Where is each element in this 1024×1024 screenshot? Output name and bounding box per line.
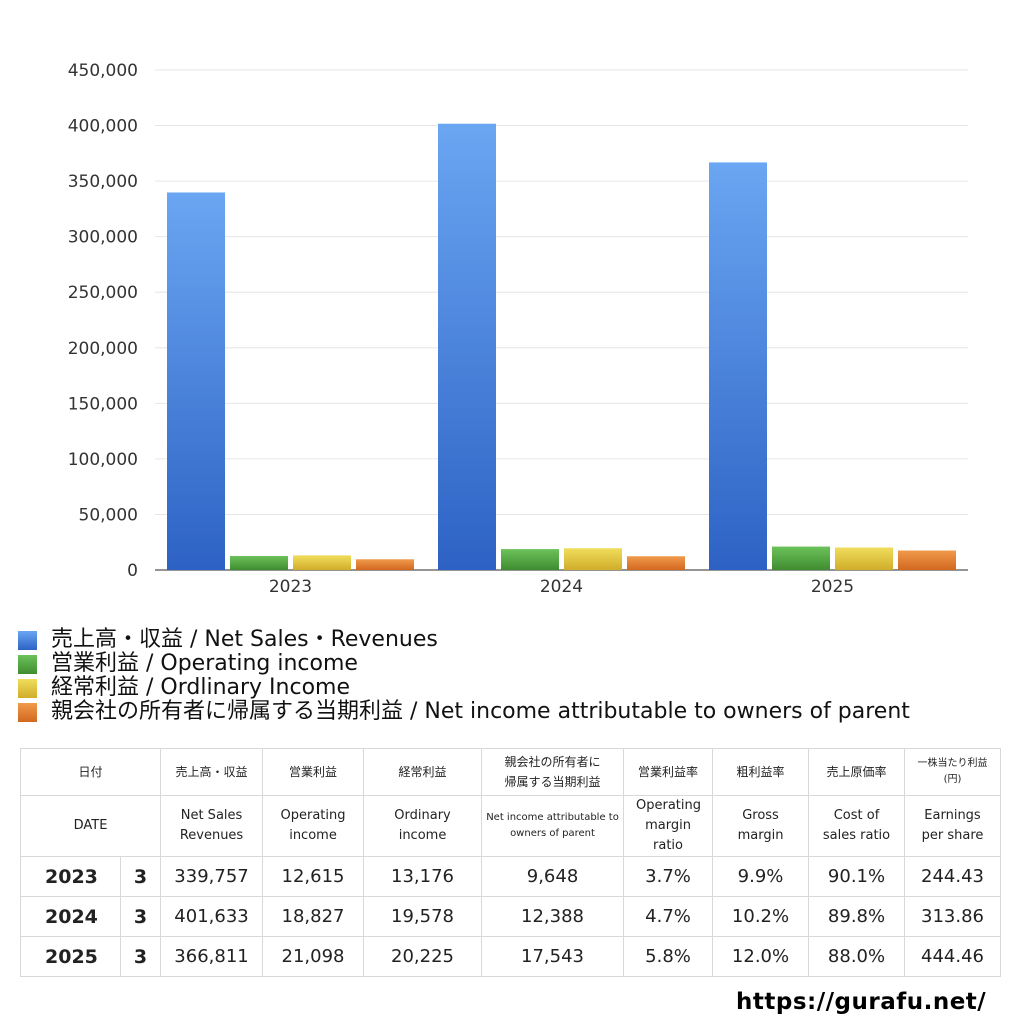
row-month: 3: [119, 856, 162, 897]
legend-item-net-income: 親会社の所有者に帰属する当期利益 / Net income attributab…: [18, 700, 910, 724]
legend: 売上高・収益 / Net Sales・Revenues 営業利益 / Opera…: [18, 628, 910, 724]
row-month: 3: [119, 896, 162, 937]
legend-label: 売上高・収益 / Net Sales・Revenues: [51, 627, 438, 652]
header-cell: 営業利益率: [623, 748, 714, 796]
y-tick-label: 100,000: [68, 450, 138, 470]
table-cell: 12.0%: [712, 936, 810, 977]
bar: [564, 548, 622, 570]
y-tick-label: 350,000: [68, 172, 138, 192]
header-cell: Net income attributable to owners of par…: [481, 795, 625, 857]
y-tick-label: 400,000: [68, 117, 138, 137]
legend-item-ordinary-income: 経常利益 / Ordlinary Income: [18, 676, 910, 700]
table-cell: 88.0%: [808, 936, 906, 977]
y-tick-label: 300,000: [68, 228, 138, 248]
table-cell: 366,811: [160, 936, 264, 977]
y-tick-label: 150,000: [68, 394, 138, 414]
table-cell: 4.7%: [623, 896, 714, 937]
bar: [627, 556, 685, 570]
legend-swatch: [18, 630, 37, 650]
bar: [356, 559, 414, 570]
header-cell: 一株当たり利益 (円): [904, 748, 1002, 796]
header-cell: 粗利益率: [712, 748, 810, 796]
legend-item-operating-income: 営業利益 / Operating income: [18, 652, 910, 676]
x-axis-ticks: 2023 2024 2025: [269, 577, 854, 597]
bar: [835, 547, 893, 570]
table-cell: 17,543: [481, 936, 625, 977]
header-cell: 親会社の所有者に帰属する当期利益: [481, 748, 625, 796]
header-cell: 売上高・収益: [160, 748, 264, 796]
table-cell: 3.7%: [623, 856, 714, 897]
table-cell: 12,615: [262, 856, 365, 897]
table-row: 2023 3 339,757 12,615 13,176 9,648 3.7% …: [20, 856, 1002, 897]
grid-lines: [155, 69, 968, 571]
bar: [772, 546, 830, 570]
table-cell: 244.43: [904, 856, 1002, 897]
financial-table: 日付 売上高・収益 営業利益 経常利益 親会社の所有者に帰属する当期利益 営業利…: [19, 748, 1002, 977]
bar: [230, 555, 288, 570]
header-row-jp: 日付 売上高・収益 営業利益 経常利益 親会社の所有者に帰属する当期利益 営業利…: [19, 748, 1002, 796]
table-row: 2025 3 366,811 21,098 20,225 17,543 5.8%…: [20, 936, 1002, 977]
y-axis-ticks: 0 50,000 100,000 150,000 200,000 250,000 300,0…: [68, 61, 138, 581]
row-year: 2024: [20, 896, 121, 937]
bar: [293, 555, 351, 570]
y-tick-label: 250,000: [68, 283, 138, 303]
legend-label: 営業利益 / Operating income: [51, 651, 358, 676]
row-year: 2025: [20, 936, 121, 977]
x-tick-label: 2023: [269, 577, 312, 597]
y-tick-label: 450,000: [68, 61, 138, 81]
bar: [438, 123, 496, 570]
table-cell: 19,578: [363, 896, 483, 937]
x-tick-label: 2025: [811, 577, 854, 597]
bar: [709, 162, 767, 570]
table-cell: 313.86: [904, 896, 1002, 937]
header-cell: Net Sales Revenues: [160, 795, 264, 857]
table-cell: 21,098: [262, 936, 365, 977]
header-date-jp: 日付: [19, 748, 162, 796]
table-cell: 9,648: [481, 856, 625, 897]
bar: [898, 550, 956, 570]
row-year: 2023: [20, 856, 121, 897]
x-tick-label: 2024: [540, 577, 583, 597]
y-tick-label: 50,000: [79, 505, 138, 525]
header-date-en: DATE: [19, 795, 162, 857]
legend-label: 経常利益 / Ordlinary Income: [51, 675, 350, 700]
table-cell: 444.46: [904, 936, 1002, 977]
header-cell: Earnings per share: [904, 795, 1002, 857]
y-tick-label: 200,000: [68, 339, 138, 359]
header-cell: 営業利益: [262, 748, 365, 796]
legend-swatch: [18, 702, 37, 722]
table-cell: 89.8%: [808, 896, 906, 937]
table-cell: 9.9%: [712, 856, 810, 897]
y-tick-label: 0: [127, 561, 138, 581]
table-row: 2024 3 401,633 18,827 19,578 12,388 4.7%…: [20, 896, 1002, 937]
legend-label: 親会社の所有者に帰属する当期利益 / Net income attributab…: [51, 699, 910, 724]
bars: [167, 123, 956, 570]
bar: [501, 549, 559, 570]
header-cell: Operating margin ratio: [623, 795, 714, 857]
table-cell: 20,225: [363, 936, 483, 977]
legend-item-net-sales: 売上高・収益 / Net Sales・Revenues: [18, 628, 910, 652]
table-cell: 339,757: [160, 856, 264, 897]
table-cell: 10.2%: [712, 896, 810, 937]
legend-swatch: [18, 678, 37, 698]
table-cell: 18,827: [262, 896, 365, 937]
bar: [167, 192, 225, 570]
table-cell: 13,176: [363, 856, 483, 897]
table-cell: 12,388: [481, 896, 625, 937]
table-cell: 5.8%: [623, 936, 714, 977]
header-cell: Gross margin: [712, 795, 810, 857]
header-cell: Ordinary income: [363, 795, 483, 857]
table-cell: 401,633: [160, 896, 264, 937]
row-month: 3: [119, 936, 162, 977]
bar-chart: 0 50,000 100,000 150,000 200,000 250,000 300,0…: [68, 61, 968, 597]
header-row-en: DATE Net Sales Revenues Operating income…: [19, 795, 1002, 857]
legend-swatch: [18, 654, 37, 674]
header-cell: 売上原価率: [808, 748, 906, 796]
table-cell: 90.1%: [808, 856, 906, 897]
site-url[interactable]: https://gurafu.net/: [736, 989, 987, 1015]
header-cell: 経常利益: [363, 748, 483, 796]
header-cell: Operating income: [262, 795, 365, 857]
header-cell: Cost of sales ratio: [808, 795, 906, 857]
